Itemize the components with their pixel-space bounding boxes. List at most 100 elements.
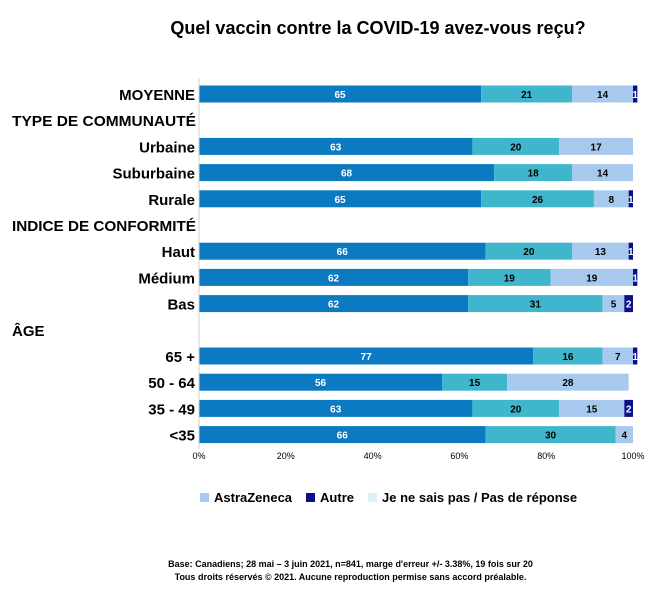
x-tick-label-3: 60%: [450, 451, 468, 461]
data-label-rurale-pfizer: 65: [334, 195, 346, 206]
bar-segment-moyenne-autre: [633, 85, 638, 103]
bar-segment-35-49-autre: [624, 399, 633, 417]
data-label-m-dium-pfizer: 62: [328, 273, 340, 284]
row-label-moyenne: MOYENNE: [119, 87, 195, 104]
bar-segment-m-dium-moderna: [468, 268, 551, 286]
row-label-35: <35: [170, 428, 195, 445]
legend-swatch-ne-sais-pas: [368, 493, 377, 502]
bar-segment-65-pfizer: [199, 347, 534, 365]
legend-item-ne-sais-pas: Je ne sais pas / Pas de réponse: [368, 490, 577, 505]
bar-segment-bas-moderna: [468, 295, 603, 313]
footer-copyright: Tous droits réservés © 2021. Aucune repr…: [174, 572, 527, 582]
legend-item-astrazeneca: AstraZeneca: [200, 490, 292, 505]
row-label-50-64: 50 - 64: [148, 375, 195, 392]
bar-segment-35-astrazeneca: [615, 426, 633, 444]
data-label-m-dium-astrazeneca: 19: [586, 273, 598, 284]
x-tick-label-2: 40%: [364, 451, 382, 461]
data-label-m-dium-autre: 1: [632, 273, 638, 284]
data-label-50-64-astrazeneca: 28: [562, 378, 574, 389]
bar-segment-bas-pfizer: [199, 295, 469, 313]
bar-segment-65-astrazeneca: [602, 347, 633, 365]
footer-note: Base: Canadiens; 28 mai – 3 juin 2021, n…: [0, 558, 661, 584]
legend-item-autre: Autre: [306, 490, 354, 505]
data-label-35-49-autre: 2: [626, 404, 632, 415]
bar-segment-50-64-moderna: [442, 373, 508, 391]
row-label-bas: Bas: [167, 297, 195, 314]
bar-segment-bas-autre: [624, 295, 633, 313]
row-label-rurale: Rurale: [148, 192, 195, 209]
data-label-urbaine-moderna: 20: [510, 142, 522, 153]
bar-segment-moyenne-moderna: [481, 85, 573, 103]
bar-segment-suburbaine-moderna: [494, 164, 573, 182]
data-label-m-dium-moderna: 19: [504, 273, 516, 284]
x-tick-label-1: 20%: [277, 451, 295, 461]
row-label-35-49: 35 - 49: [148, 401, 195, 418]
data-label-haut-moderna: 20: [523, 247, 535, 258]
bar-segment-haut-pfizer: [199, 242, 486, 260]
bar-segment-35-49-moderna: [472, 399, 560, 417]
data-label-moyenne-autre: 1: [632, 90, 638, 101]
data-label-50-64-pfizer: 56: [315, 378, 327, 389]
data-label-35-49-astrazeneca: 15: [586, 404, 598, 415]
bar-segment-m-dium-autre: [633, 268, 638, 286]
data-label-urbaine-astrazeneca: 17: [591, 142, 603, 153]
data-label-rurale-moderna: 26: [532, 195, 544, 206]
bar-segment-bas-astrazeneca: [602, 295, 625, 313]
bar-segment-rurale-pfizer: [199, 190, 482, 208]
data-label-moyenne-astrazeneca: 14: [597, 90, 609, 101]
bar-segment-haut-autre: [628, 242, 633, 260]
data-label-35-moderna: 30: [545, 431, 557, 442]
data-label-rurale-astrazeneca: 8: [609, 195, 615, 206]
legend-label-astrazeneca: AstraZeneca: [214, 490, 293, 505]
legend-label-autre: Autre: [320, 490, 354, 505]
data-label-haut-autre: 1: [628, 247, 634, 258]
bar-segment-urbaine-astrazeneca: [559, 137, 633, 155]
bar-segment-urbaine-moderna: [472, 137, 560, 155]
bar-segment-urbaine-pfizer: [199, 137, 473, 155]
bar-segment-moyenne-pfizer: [199, 85, 482, 103]
bar-segment-50-64-astrazeneca: [507, 373, 629, 391]
data-label-suburbaine-moderna: 18: [528, 169, 540, 180]
bar-segment-35-pfizer: [199, 426, 486, 444]
category-header-ge: ÂGE: [12, 322, 45, 340]
data-label-35-astrazeneca: 4: [622, 431, 628, 442]
chart-title: Quel vaccin contre la COVID-19 avez-vous…: [170, 18, 586, 38]
legend-label-ne-sais-pas: Je ne sais pas / Pas de réponse: [382, 490, 578, 505]
bar-segment-35-49-pfizer: [199, 399, 473, 417]
data-label-65-astrazeneca: 7: [615, 352, 621, 363]
data-label-35-pfizer: 66: [337, 431, 349, 442]
category-header-type-de-communaut: TYPE DE COMMUNAUTÉ: [12, 113, 196, 130]
data-label-35-49-moderna: 20: [510, 404, 522, 415]
bar-segment-rurale-autre: [628, 190, 633, 208]
data-label-suburbaine-pfizer: 68: [341, 169, 353, 180]
data-label-urbaine-pfizer: 63: [330, 142, 342, 153]
row-label-urbaine: Urbaine: [139, 139, 195, 156]
data-label-50-64-moderna: 15: [469, 378, 481, 389]
data-label-bas-moderna: 31: [530, 300, 542, 311]
legend: AstraZeneca Autre Je ne sais pas / Pas d…: [200, 490, 660, 505]
x-tick-label-5: 100%: [621, 451, 644, 461]
data-label-65-moderna: 16: [562, 352, 574, 363]
data-label-bas-autre: 2: [626, 300, 632, 311]
bar-segment-50-64-pfizer: [199, 373, 443, 391]
data-label-suburbaine-astrazeneca: 14: [597, 169, 609, 180]
legend-swatch-astrazeneca: [200, 493, 209, 502]
data-label-65-pfizer: 77: [361, 352, 373, 363]
category-header-indice-de-conformit: INDICE DE CONFORMITÉ: [12, 218, 196, 235]
bar-segment-35-49-astrazeneca: [559, 399, 625, 417]
bar-segment-rurale-moderna: [481, 190, 594, 208]
x-tick-label-4: 80%: [537, 451, 555, 461]
data-label-rurale-autre: 1: [628, 195, 634, 206]
data-label-65-autre: 1: [632, 352, 638, 363]
bar-segment-haut-moderna: [485, 242, 573, 260]
row-label-m-dium: Médium: [138, 270, 195, 287]
data-label-moyenne-moderna: 21: [521, 90, 533, 101]
bar-segment-m-dium-astrazeneca: [550, 268, 633, 286]
footer-base: Base: Canadiens; 28 mai – 3 juin 2021, n…: [168, 559, 533, 569]
x-tick-label-0: 0%: [192, 451, 205, 461]
bar-segment-65-autre: [633, 347, 638, 365]
data-label-haut-astrazeneca: 13: [595, 247, 607, 258]
bar-segment-moyenne-astrazeneca: [572, 85, 633, 103]
row-label-suburbaine: Suburbaine: [112, 166, 195, 183]
